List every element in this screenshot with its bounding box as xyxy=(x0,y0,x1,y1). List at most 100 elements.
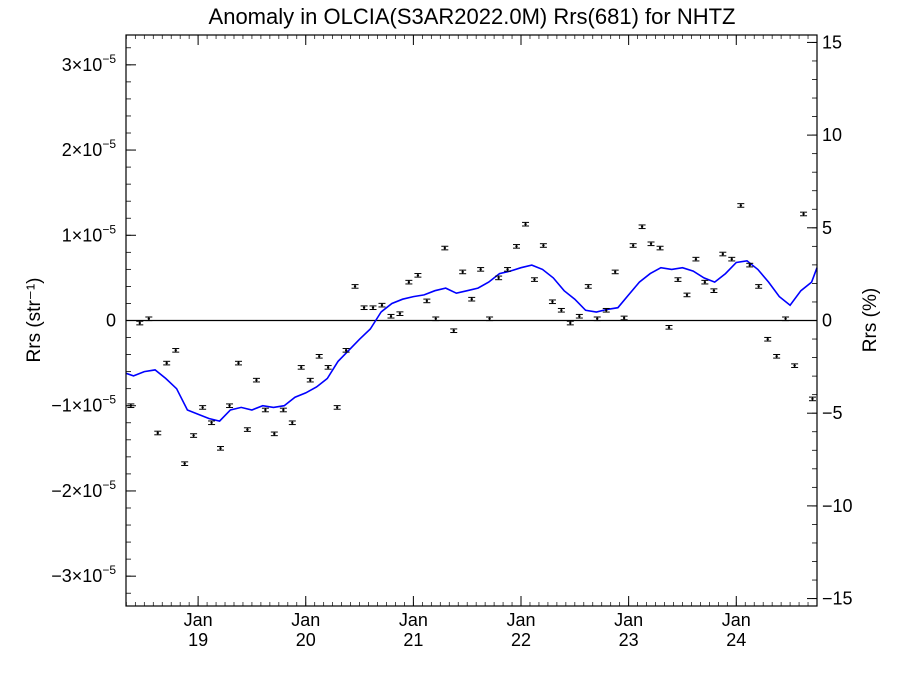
chart-title: Anomaly in OLCIA(S3AR2022.0M) Rrs(681) f… xyxy=(209,4,736,29)
data-point xyxy=(396,311,404,316)
data-point xyxy=(360,305,368,311)
point-marker xyxy=(282,408,285,412)
data-point xyxy=(800,211,808,217)
y-tick-label-right: 10 xyxy=(822,125,842,145)
y-tick-label-left: −1×10−5 xyxy=(51,393,116,416)
y-tick-label-right: 5 xyxy=(822,218,832,238)
data-point xyxy=(692,256,700,262)
data-point xyxy=(575,313,583,319)
plot-area: 3×10−5 2×10−5 1×10−5 0 −1×10−5 −2×10−5 −3×10−5… xyxy=(51,32,852,650)
point-marker xyxy=(524,222,527,226)
point-marker xyxy=(264,408,267,412)
point-marker xyxy=(613,270,617,274)
data-point xyxy=(181,461,189,466)
point-marker xyxy=(685,293,689,297)
point-marker xyxy=(165,361,168,365)
point-marker xyxy=(649,242,653,245)
point-marker xyxy=(479,268,482,271)
point-marker xyxy=(452,329,455,332)
point-marker xyxy=(398,312,402,315)
y-tick-label-left: 2×10−5 xyxy=(62,137,117,160)
data-point xyxy=(728,256,736,262)
x-tick-label-year: 23 xyxy=(619,630,639,650)
point-marker xyxy=(533,278,536,281)
data-point xyxy=(378,302,386,308)
data-point xyxy=(208,420,216,426)
y-tick-label-right: −15 xyxy=(822,589,853,609)
point-marker xyxy=(210,421,213,424)
data-point xyxy=(593,316,601,322)
data-point xyxy=(530,277,538,282)
x-tick-label-year: 21 xyxy=(403,630,423,650)
point-marker xyxy=(138,321,141,325)
series-line xyxy=(125,259,818,422)
point-marker xyxy=(811,397,814,401)
point-marker xyxy=(569,321,572,325)
point-marker xyxy=(291,421,294,424)
x-tick-label-year: 22 xyxy=(511,630,531,650)
point-marker xyxy=(183,462,186,465)
point-marker xyxy=(578,315,581,318)
data-point xyxy=(782,316,790,322)
point-marker xyxy=(156,431,159,435)
point-marker xyxy=(766,338,769,341)
data-point xyxy=(638,224,646,230)
point-marker xyxy=(542,244,545,247)
data-point xyxy=(548,299,556,305)
data-point xyxy=(154,430,162,436)
x-tick-label-month: Jan xyxy=(614,610,643,630)
data-point xyxy=(226,403,234,409)
point-marker xyxy=(551,300,554,303)
data-point xyxy=(495,275,503,281)
point-marker xyxy=(380,303,384,307)
point-marker xyxy=(174,349,177,352)
y-tick-label-left: 1×10−5 xyxy=(62,222,117,245)
point-marker xyxy=(425,299,429,303)
point-marker xyxy=(434,317,437,320)
y-tick-label-left: 0 xyxy=(106,311,116,331)
data-point xyxy=(764,336,772,342)
point-marker xyxy=(273,432,276,436)
point-marker xyxy=(730,257,733,261)
point-marker xyxy=(721,252,725,256)
data-point xyxy=(252,377,260,383)
point-marker xyxy=(622,316,626,320)
data-point xyxy=(387,313,395,319)
point-marker xyxy=(739,204,742,207)
x-tick-label-year: 20 xyxy=(296,630,316,650)
data-point xyxy=(234,360,242,366)
data-point xyxy=(539,243,547,248)
point-marker xyxy=(703,280,707,284)
point-marker xyxy=(775,355,778,358)
data-point xyxy=(333,405,341,410)
point-marker xyxy=(515,245,518,248)
plot-frame xyxy=(125,34,818,607)
data-point xyxy=(746,262,754,268)
data-point xyxy=(288,420,296,426)
point-marker xyxy=(246,428,249,431)
data-point xyxy=(172,348,180,353)
data-point xyxy=(414,273,422,278)
point-marker xyxy=(335,406,339,409)
data-point xyxy=(486,316,494,322)
data-point xyxy=(468,296,476,302)
x-tick-label-month: Jan xyxy=(399,610,428,630)
data-point xyxy=(566,320,574,326)
y-tick-label-left: −2×10−5 xyxy=(51,478,116,501)
data-point xyxy=(477,267,485,272)
data-point xyxy=(459,269,467,275)
point-marker xyxy=(309,378,312,382)
data-point xyxy=(243,427,251,432)
point-marker xyxy=(596,317,599,320)
y-tick-label-right: −5 xyxy=(822,403,843,423)
point-marker xyxy=(344,349,348,352)
point-marker xyxy=(748,263,751,267)
data-point xyxy=(611,269,619,275)
point-marker xyxy=(658,246,662,250)
data-point xyxy=(808,396,816,402)
point-marker xyxy=(318,355,321,358)
x-tick-label-year: 19 xyxy=(188,630,208,650)
x-tick-label-month: Jan xyxy=(291,610,320,630)
point-marker xyxy=(560,309,563,312)
data-point xyxy=(719,251,727,257)
